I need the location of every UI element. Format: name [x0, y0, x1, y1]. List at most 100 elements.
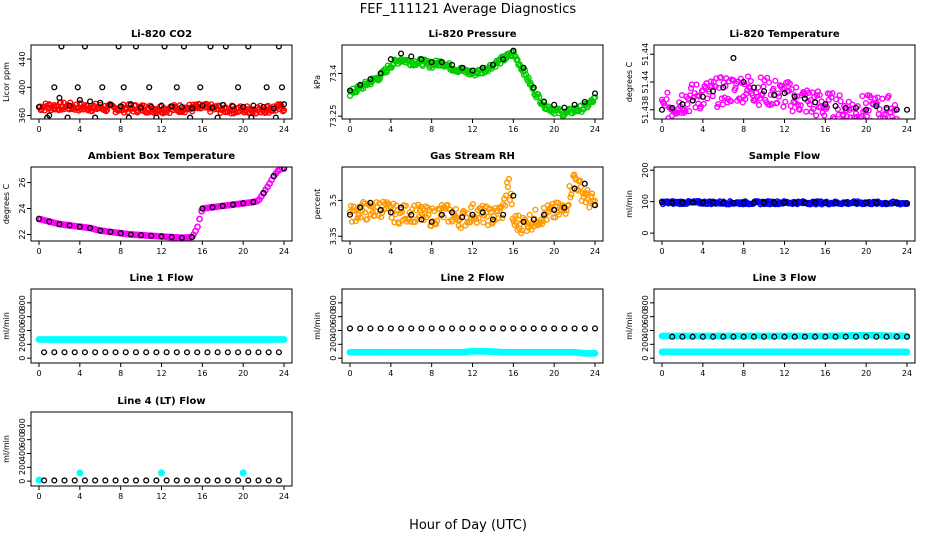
data-point	[522, 218, 530, 225]
data-point	[497, 60, 504, 67]
data-point	[903, 333, 911, 340]
data-point	[696, 93, 703, 100]
panel-title: Li-820 Temperature	[729, 29, 839, 40]
data-point	[663, 96, 670, 103]
data-point	[278, 167, 286, 173]
data-point	[510, 192, 517, 199]
data-point	[842, 107, 850, 114]
data-point	[577, 183, 584, 191]
y-tick-label: 600	[329, 309, 338, 324]
data-point	[591, 94, 599, 101]
x-tick-label: 8	[118, 492, 123, 501]
data-point	[432, 221, 440, 228]
series-hourly	[41, 477, 282, 484]
data-point	[823, 104, 831, 111]
panel-title: Ambient Box Temperature	[88, 151, 235, 162]
data-point	[81, 349, 88, 356]
data-point	[61, 349, 68, 356]
data-point	[214, 477, 221, 484]
data-point	[755, 101, 763, 109]
data-point	[540, 211, 548, 218]
data-point	[260, 103, 267, 111]
data-point	[706, 88, 713, 95]
y-tick-label: 400	[18, 446, 27, 461]
data-point	[377, 206, 384, 214]
x-tick-label: 24	[279, 369, 289, 378]
data-point	[816, 91, 823, 99]
data-point	[209, 104, 216, 111]
data-point	[81, 45, 88, 50]
x-tick-label: 0	[347, 247, 352, 256]
data-point	[750, 199, 757, 206]
data-point	[428, 325, 435, 332]
data-point	[387, 56, 394, 63]
data-point	[127, 231, 134, 238]
series-hourly	[658, 199, 911, 207]
data-point	[812, 199, 819, 206]
data-point	[270, 173, 277, 180]
data-point	[893, 200, 900, 207]
data-point	[720, 199, 727, 206]
y-axis-label: degrees C	[625, 61, 634, 102]
data-point	[168, 234, 175, 241]
data-point	[810, 105, 817, 113]
data-point	[805, 89, 812, 96]
y-tick-label: 200	[641, 337, 650, 352]
y-tick-label: 200	[18, 337, 27, 352]
data-point	[357, 325, 364, 332]
data-point	[173, 84, 180, 91]
data-point	[561, 204, 568, 211]
data-point	[178, 103, 185, 111]
data-point	[120, 84, 127, 91]
data-point	[245, 45, 252, 50]
data-point	[520, 218, 527, 225]
data-point	[740, 333, 747, 340]
data-point	[781, 90, 788, 97]
data-point	[903, 348, 911, 356]
data-point	[240, 103, 247, 111]
data-point	[865, 107, 872, 114]
panel-title: Line 4 (LT) Flow	[117, 396, 205, 407]
x-tick-label: 16	[197, 492, 207, 501]
y-tick-label: 51.44	[641, 71, 650, 94]
data-layer	[346, 171, 599, 237]
data-point	[832, 103, 839, 110]
data-layer	[346, 325, 599, 357]
data-point	[789, 108, 796, 115]
data-point	[526, 211, 533, 218]
data-point	[469, 200, 477, 208]
data-point	[859, 93, 866, 100]
series-hourly	[35, 167, 288, 241]
data-point	[508, 201, 515, 208]
data-point	[740, 199, 747, 206]
y-tick-label: 600	[18, 432, 27, 447]
data-point	[239, 469, 247, 477]
data-point	[235, 84, 242, 91]
series-hourly	[346, 47, 599, 111]
data-point	[873, 100, 880, 107]
x-tick-label: 4	[77, 125, 82, 134]
y-tick-label: 0	[18, 356, 27, 361]
x-tick-label: 24	[590, 369, 600, 378]
data-point	[499, 214, 506, 222]
data-point	[189, 234, 196, 241]
data-point	[591, 202, 599, 209]
data-point	[686, 108, 693, 115]
data-point	[475, 215, 482, 222]
data-point	[235, 477, 242, 484]
data-point	[730, 333, 737, 340]
data-point	[562, 210, 569, 217]
data-point	[812, 99, 819, 106]
data-point	[520, 325, 527, 332]
data-point	[791, 333, 798, 340]
data-point	[92, 349, 99, 356]
panel-title: Line 2 Flow	[441, 273, 505, 284]
x-tick-label: 16	[197, 125, 207, 134]
data-point	[74, 84, 81, 91]
data-point	[183, 349, 191, 356]
data-point	[280, 107, 288, 114]
data-point	[730, 199, 737, 206]
data-point	[879, 95, 886, 102]
data-point	[787, 102, 794, 110]
data-point	[479, 325, 486, 332]
